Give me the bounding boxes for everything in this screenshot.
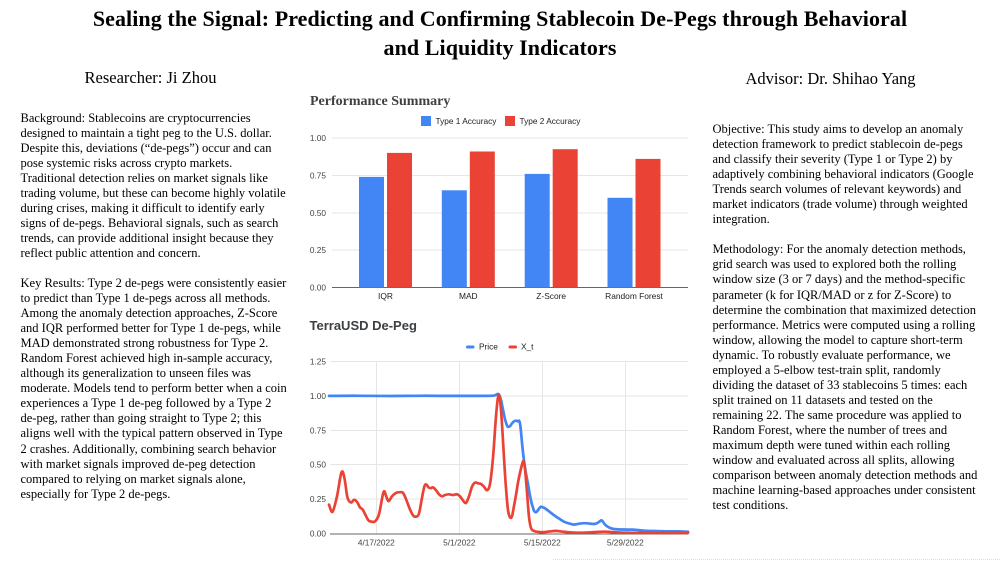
svg-text:Type 1 Accuracy: Type 1 Accuracy bbox=[436, 116, 498, 126]
svg-text:Type 2 Accuracy: Type 2 Accuracy bbox=[520, 116, 582, 126]
svg-text:X_t: X_t bbox=[521, 342, 534, 352]
svg-text:0.50: 0.50 bbox=[310, 208, 327, 218]
svg-text:5/1/2022: 5/1/2022 bbox=[443, 538, 476, 548]
svg-text:0.25: 0.25 bbox=[310, 245, 327, 255]
svg-text:Random Forest: Random Forest bbox=[605, 291, 663, 301]
svg-text:4/17/2022: 4/17/2022 bbox=[358, 538, 395, 548]
svg-text:MAD: MAD bbox=[459, 291, 478, 301]
svg-text:Price: Price bbox=[479, 342, 498, 352]
svg-text:1.25: 1.25 bbox=[310, 357, 327, 367]
svg-text:IQR: IQR bbox=[378, 291, 393, 301]
svg-text:5/15/2022: 5/15/2022 bbox=[524, 538, 561, 548]
svg-text:1.00: 1.00 bbox=[310, 391, 327, 401]
svg-text:0.75: 0.75 bbox=[310, 170, 327, 180]
svg-text:0.25: 0.25 bbox=[310, 494, 327, 504]
svg-text:1.00: 1.00 bbox=[310, 133, 327, 143]
svg-text:0.00: 0.00 bbox=[310, 529, 327, 539]
svg-text:Z-Score: Z-Score bbox=[536, 291, 566, 301]
svg-text:0.50: 0.50 bbox=[310, 460, 327, 470]
svg-text:0.75: 0.75 bbox=[310, 425, 327, 435]
svg-text:0.00: 0.00 bbox=[310, 283, 327, 293]
svg-text:5/29/2022: 5/29/2022 bbox=[607, 538, 644, 548]
